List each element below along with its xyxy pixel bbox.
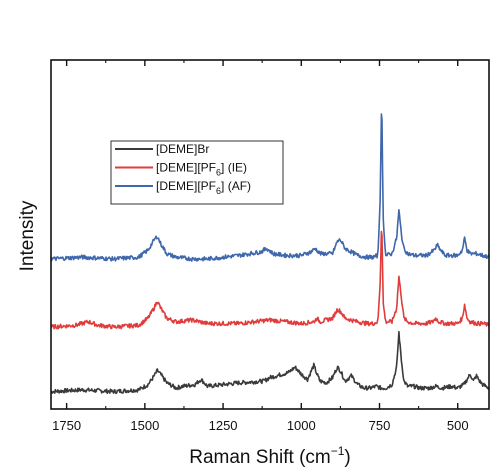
legend-label-rest: ] (IE)	[221, 161, 247, 175]
x-tick-label-500: 500	[447, 418, 469, 433]
x-axis-title: Raman Shift (cm−1)	[189, 444, 351, 468]
legend-label-1: [DEME]Br	[156, 142, 209, 156]
series-line-1	[50, 330, 490, 395]
x-axis-title-close: )	[344, 447, 350, 468]
legend-label-main: [DEME]Br	[156, 142, 209, 156]
legend-label-main: [DEME][PF	[156, 179, 216, 193]
legend-label-rest: ] (AF)	[221, 179, 251, 193]
series-line-2	[50, 230, 490, 330]
x-tick-label-1500: 1500	[130, 418, 159, 433]
plot-frame	[50, 59, 490, 410]
legend: [DEME]Br[DEME][PF6] (IE)[DEME][PF6] (AF)	[110, 140, 284, 205]
legend-label-main: [DEME][PF	[156, 161, 216, 175]
x-axis-title-superscript: −1	[331, 444, 345, 458]
legend-label-3: [DEME][PF6] (AF)	[156, 179, 251, 196]
x-axis-title-main: Raman Shift (cm	[189, 447, 330, 468]
legend-label-subscript: 6	[216, 168, 221, 178]
x-tick-label-1250: 1250	[209, 418, 238, 433]
series-line-3	[50, 113, 490, 262]
legend-label-subscript: 6	[216, 186, 221, 196]
x-tick-label-750: 750	[369, 418, 391, 433]
legend-label-2: [DEME][PF6] (IE)	[156, 161, 247, 178]
tick-layer: 1750 1500 1250 1000 750 500	[52, 60, 469, 433]
series-layer	[50, 113, 490, 395]
y-axis-title: Intensity	[17, 200, 38, 271]
x-tick-label-1750: 1750	[52, 418, 81, 433]
x-tick-label-1000: 1000	[287, 418, 316, 433]
legend-box	[110, 140, 284, 205]
